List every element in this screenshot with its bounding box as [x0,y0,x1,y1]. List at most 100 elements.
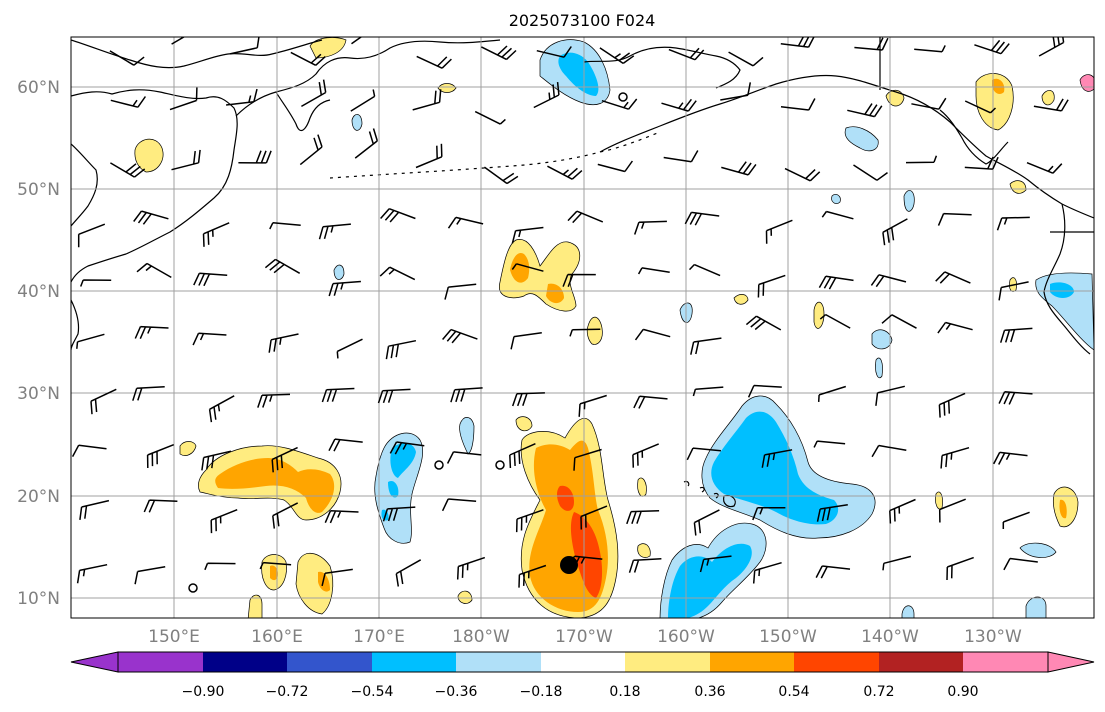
anomaly-blob-4 [351,114,363,131]
map-title: 2025073100 F024 [509,11,656,30]
lon-label: 150°W [759,627,817,647]
wind-barb [321,568,353,587]
wind-barb [380,207,416,223]
wind-barb [204,562,236,571]
colorbar-segment [372,652,456,672]
wind-barb [580,505,608,530]
wind-barb [999,327,1033,343]
wind-barb [993,451,1028,465]
anomaly-blob-17 [1009,180,1027,194]
wind-barb [816,503,848,522]
wind-barb [136,262,172,279]
wind-barb [481,45,517,61]
lat-label: 10°N [17,589,60,609]
wind-barb [134,325,169,340]
anomaly-blob-15 [1041,90,1055,106]
wind-barb [881,314,917,329]
coast-hawaii [683,480,736,508]
wind-barb [562,273,596,287]
lon-label: 140°W [861,627,919,647]
colorbar-segment [456,652,541,672]
wind-barb [238,150,272,164]
coast-north-america [1043,203,1091,355]
wind-barb [684,211,720,226]
wind-barb [90,388,117,415]
wind-barb [446,451,482,464]
wind-barb [699,555,732,573]
colorbar-tick-label: 0.36 [694,684,725,700]
anomaly-blob-9 [871,329,893,350]
wind-barb [354,128,379,159]
anomaly-sw-yellow-3 [247,594,263,618]
wind-barb [998,391,1033,405]
wind-barb [728,51,764,67]
wind-barb [76,333,105,349]
wind-barb [628,557,662,573]
lat-label: 20°N [17,487,60,507]
anomaly-blob-23 [901,605,915,618]
anomaly-north-yellow-2 [586,316,603,345]
wind-barb [745,315,782,331]
wind-barb [536,46,572,58]
wind-barb [71,444,107,457]
longitude-axis: 150°E 160°E 170°E 180°W 170°W 160°W 150°… [148,627,1022,647]
wind-barb [938,392,966,418]
wind-barb [818,275,854,290]
wind-barb [578,394,607,417]
coast-anadyr [275,91,331,132]
wind-barb [964,156,999,170]
anomaly-blob-12 [831,194,841,204]
lon-label: 170°W [555,627,613,647]
anomaly-blob-24 [637,477,647,497]
wind-barb [938,498,966,523]
anomaly-blob-7 [733,294,749,305]
wind-barb [761,449,793,468]
wind-barb [752,506,786,521]
colorbar-tick-label: −0.36 [435,684,478,700]
wind-barb [450,387,483,403]
wind-barb [483,166,519,185]
anomaly-sw-yellow-2 [295,553,334,615]
anomaly-north-orange-2 [546,283,564,304]
wind-barb [821,210,854,220]
wind-barb [299,134,323,166]
anomaly-blob-25 [637,543,651,558]
wind-barb [444,283,477,300]
wind-barb [937,212,972,226]
wind-barb [328,438,363,452]
anomaly-180e-yellow-small [179,441,197,456]
colorbar-tick-label: −0.18 [520,684,563,700]
colorbar-segment [710,652,794,672]
wind-barb [1033,98,1069,112]
wind-barb [511,392,545,407]
colorbar-segment [203,652,287,672]
wind-barb [721,161,757,176]
wind-barb [533,82,560,109]
wind-barb [416,55,452,69]
anomaly-blob-19-blue [1050,282,1074,298]
anomaly-plume-red [570,512,603,598]
wind-barb [350,89,376,112]
colorbar-segment [287,652,372,672]
wind-barb [515,509,544,533]
colorbar-segment [794,652,879,672]
wind-barb [395,559,422,587]
colorbar-tick-label: −0.54 [351,684,394,700]
wind-barb [379,266,416,281]
wind-barb [389,441,425,455]
anomaly-north-orange [510,252,530,283]
wind-barb [109,50,145,66]
wind-barb [77,223,106,248]
colorbar-extend-high [1047,651,1095,673]
anomaly-blob-22 [1025,596,1047,618]
wind-barb [599,47,635,65]
colorbar-tick-label: −0.72 [266,684,309,700]
wind-barb [412,89,442,111]
wind-barb [780,37,815,48]
anomaly-south-blue [668,543,752,618]
wind-barb [937,321,973,334]
wind-barb [854,37,889,51]
colorbar-tick-label: −0.90 [182,684,225,700]
wind-barb [268,333,299,353]
